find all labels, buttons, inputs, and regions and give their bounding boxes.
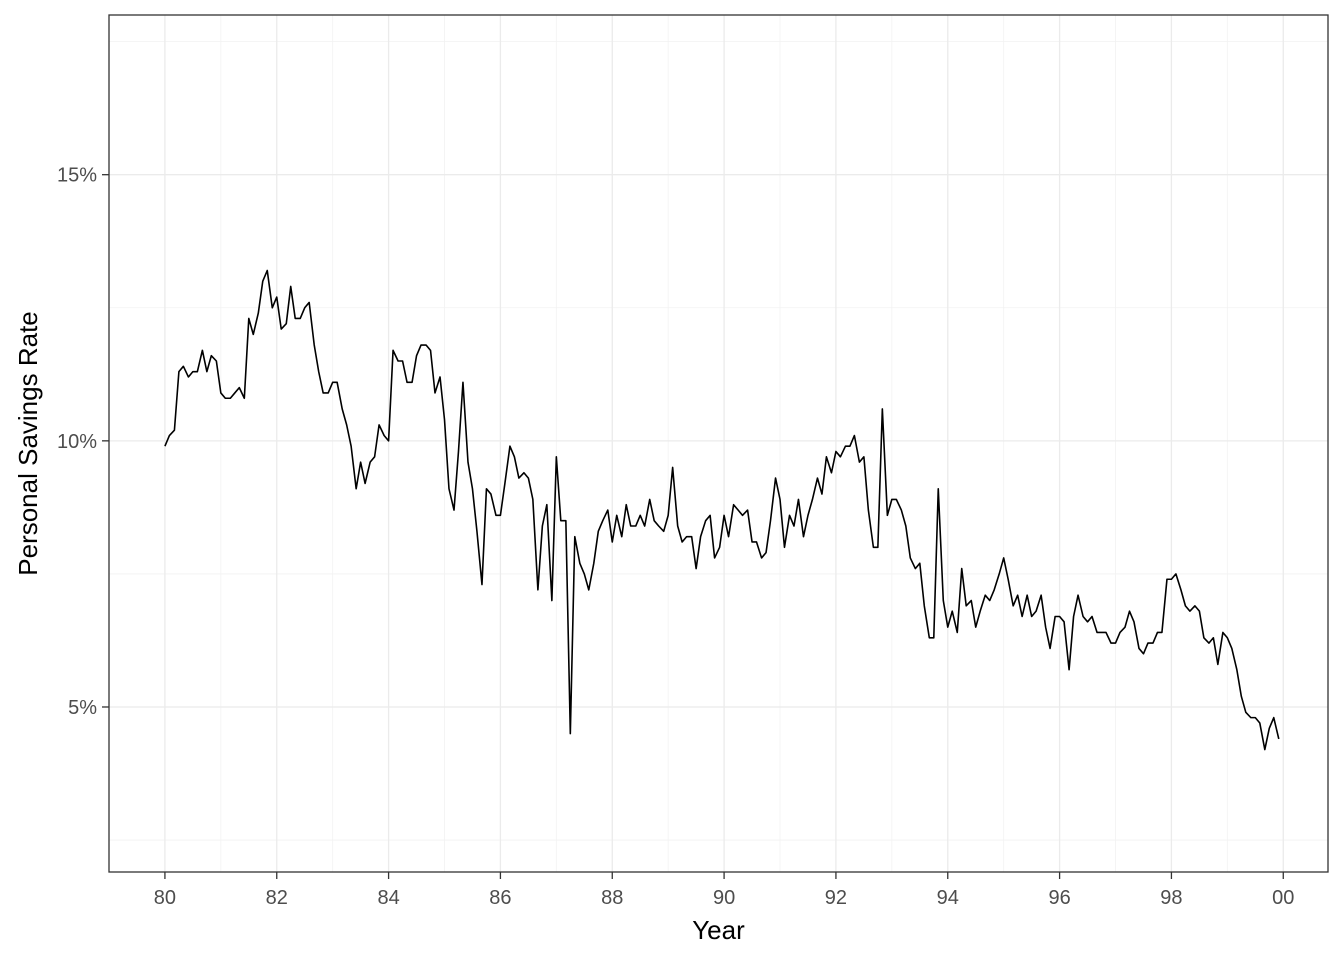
y-axis: 5% 10% 15% (57, 165, 109, 719)
x-axis-title: Year (692, 915, 745, 945)
y-tick-label: 10% (57, 431, 97, 453)
x-tick-label: 90 (713, 887, 735, 909)
x-tick-label: 94 (937, 887, 959, 909)
y-tick-label: 5% (68, 697, 97, 719)
x-tick-label: 96 (1048, 887, 1070, 909)
x-tick-label: 88 (601, 887, 623, 909)
x-axis: 80 82 84 86 88 90 92 94 96 98 00 (154, 872, 1294, 909)
x-tick-label: 86 (489, 887, 511, 909)
x-tick-label: 82 (266, 887, 288, 909)
minor-gridlines (109, 15, 1328, 872)
x-tick-label: 80 (154, 887, 176, 909)
x-tick-label: 00 (1272, 887, 1294, 909)
x-tick-label: 84 (377, 887, 399, 909)
plot-panel-border (108, 14, 1329, 873)
y-axis-title: Personal Savings Rate (13, 311, 43, 575)
savings-rate-line (164, 269, 1280, 751)
y-tick-label: 15% (57, 165, 97, 187)
major-gridlines (109, 15, 1328, 872)
x-tick-label: 98 (1160, 887, 1182, 909)
x-tick-label: 92 (825, 887, 847, 909)
